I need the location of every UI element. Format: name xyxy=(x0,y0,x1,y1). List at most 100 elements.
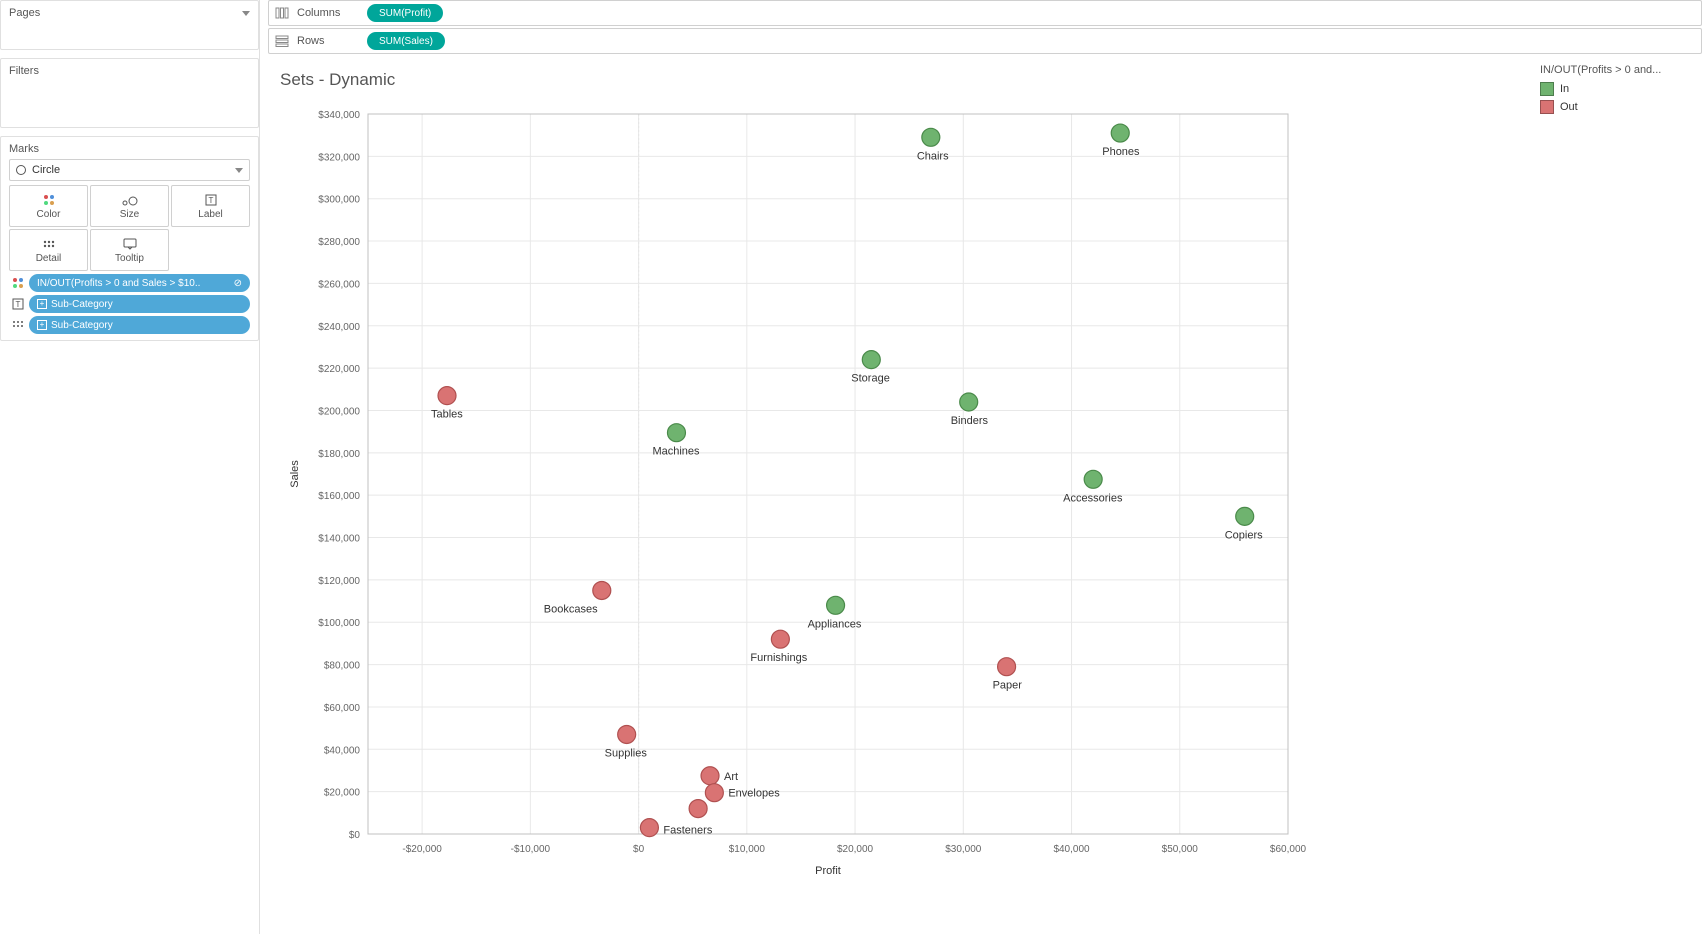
columns-icon xyxy=(275,7,289,19)
chart-point[interactable] xyxy=(689,800,707,818)
svg-text:$220,000: $220,000 xyxy=(318,364,360,375)
columns-shelf[interactable]: Columns SUM(Profit) xyxy=(268,0,1702,26)
chart-point-label: Appliances xyxy=(808,618,862,630)
svg-text:$60,000: $60,000 xyxy=(1270,844,1307,855)
svg-text:$40,000: $40,000 xyxy=(1053,844,1090,855)
marks-empty-cell xyxy=(171,229,250,271)
marks-type-dropdown[interactable]: Circle xyxy=(9,159,250,181)
marks-buttons-grid: Color Size T Label xyxy=(9,185,250,271)
expand-icon: + xyxy=(37,320,47,330)
app-root: Pages Filters Marks Circle xyxy=(0,0,1702,934)
svg-text:$40,000: $40,000 xyxy=(324,745,361,756)
filters-body[interactable] xyxy=(9,81,250,121)
chart-point-label: Furnishings xyxy=(750,652,807,664)
marks-pill-row: T + Sub-Category xyxy=(9,295,250,313)
chart-point[interactable] xyxy=(640,819,658,837)
svg-text:$320,000: $320,000 xyxy=(318,152,360,163)
chart-point-label: Binders xyxy=(951,415,989,427)
marks-pill[interactable]: + Sub-Category xyxy=(29,316,250,334)
chart-point-label: Accessories xyxy=(1063,492,1123,504)
pages-shelf[interactable]: Pages xyxy=(0,0,259,50)
chart-point[interactable] xyxy=(960,393,978,411)
right-panel: Columns SUM(Profit) Rows SUM(Sales) Sets… xyxy=(268,0,1702,934)
chart-plot[interactable]: $0$20,000$40,000$60,000$80,000$100,000$1… xyxy=(278,94,1532,907)
chart-point[interactable] xyxy=(862,351,880,369)
svg-text:$80,000: $80,000 xyxy=(324,661,361,672)
marks-pill[interactable]: + Sub-Category xyxy=(29,295,250,313)
svg-text:T: T xyxy=(208,196,213,205)
marks-tooltip-button[interactable]: Tooltip xyxy=(90,229,169,271)
marks-label-button[interactable]: T Label xyxy=(171,185,250,227)
label-icon: T xyxy=(205,193,217,207)
chart-point[interactable] xyxy=(667,424,685,442)
svg-text:-$20,000: -$20,000 xyxy=(402,844,442,855)
svg-text:Profit: Profit xyxy=(815,865,841,877)
rows-shelf[interactable]: Rows SUM(Sales) xyxy=(268,28,1702,54)
pages-body[interactable] xyxy=(9,23,250,43)
columns-label: Columns xyxy=(297,7,357,19)
chart-point[interactable] xyxy=(618,725,636,743)
marks-size-button[interactable]: Size xyxy=(90,185,169,227)
chart-point-label: Envelopes xyxy=(728,788,780,800)
detail-icon[interactable] xyxy=(9,320,27,330)
marks-type-label: Circle xyxy=(32,164,60,176)
rows-pill[interactable]: SUM(Sales) xyxy=(367,32,445,50)
svg-text:$20,000: $20,000 xyxy=(837,844,874,855)
marks-detail-button[interactable]: Detail xyxy=(9,229,88,271)
svg-text:$120,000: $120,000 xyxy=(318,576,360,587)
left-panel: Pages Filters Marks Circle xyxy=(0,0,260,934)
marks-title: Marks xyxy=(9,143,39,155)
svg-text:$0: $0 xyxy=(633,844,645,855)
marks-pill-row: IN/OUT(Profits > 0 and Sales > $10.. ⊘ xyxy=(9,274,250,292)
pill-label: IN/OUT(Profits > 0 and Sales > $10.. xyxy=(37,278,200,289)
chart-point[interactable] xyxy=(1111,124,1129,142)
chart-point-label: Paper xyxy=(993,680,1023,692)
rows-icon xyxy=(275,35,289,47)
pill-label: Sub-Category xyxy=(51,320,113,331)
chart-point[interactable] xyxy=(705,784,723,802)
chart-point-label: Storage xyxy=(851,373,890,385)
chart-point-label: Machines xyxy=(652,446,700,458)
chart-point-label: Chairs xyxy=(917,150,949,162)
chart-point[interactable] xyxy=(438,387,456,405)
legend-swatch xyxy=(1540,100,1554,114)
svg-text:$140,000: $140,000 xyxy=(318,534,360,545)
chart-point[interactable] xyxy=(701,767,719,785)
svg-text:$50,000: $50,000 xyxy=(1162,844,1199,855)
chart-point[interactable] xyxy=(1236,507,1254,525)
chevron-down-icon[interactable] xyxy=(242,11,250,16)
expand-icon: + xyxy=(37,299,47,309)
marks-card: Marks Circle Color Size xyxy=(0,136,259,341)
pill-label: Sub-Category xyxy=(51,299,113,310)
svg-text:$300,000: $300,000 xyxy=(318,195,360,206)
chart-point[interactable] xyxy=(771,630,789,648)
color-icon[interactable] xyxy=(9,277,27,289)
chart-container: Sets - Dynamic $0 $20,000 $40,000 $60,000 $8… xyxy=(268,56,1532,934)
filters-title: Filters xyxy=(9,65,39,77)
svg-text:$200,000: $200,000 xyxy=(318,406,360,417)
chart-point[interactable] xyxy=(593,581,611,599)
svg-text:$260,000: $260,000 xyxy=(318,279,360,290)
size-icon xyxy=(122,193,138,207)
legend-item[interactable]: In xyxy=(1540,82,1694,96)
chart-point[interactable] xyxy=(998,658,1016,676)
chart-point-label: Bookcases xyxy=(544,603,598,615)
svg-text:$60,000: $60,000 xyxy=(324,703,361,714)
columns-pill[interactable]: SUM(Profit) xyxy=(367,4,443,22)
chart-point[interactable] xyxy=(1084,470,1102,488)
marks-pill[interactable]: IN/OUT(Profits > 0 and Sales > $10.. ⊘ xyxy=(29,274,250,292)
svg-text:$10,000: $10,000 xyxy=(729,844,766,855)
chart-point-label: Fasteners xyxy=(663,825,712,837)
chart-point[interactable] xyxy=(827,596,845,614)
chart-point[interactable] xyxy=(922,128,940,146)
chart-title: Sets - Dynamic xyxy=(280,70,1532,90)
label-icon[interactable]: T xyxy=(9,298,27,310)
rows-label: Rows xyxy=(297,35,357,47)
set-icon: ⊘ xyxy=(234,278,242,289)
tooltip-icon xyxy=(123,237,137,251)
detail-icon xyxy=(42,237,56,251)
marks-color-button[interactable]: Color xyxy=(9,185,88,227)
filters-shelf[interactable]: Filters xyxy=(0,58,259,128)
legend-item[interactable]: Out xyxy=(1540,100,1694,114)
svg-text:-$10,000: -$10,000 xyxy=(511,844,551,855)
